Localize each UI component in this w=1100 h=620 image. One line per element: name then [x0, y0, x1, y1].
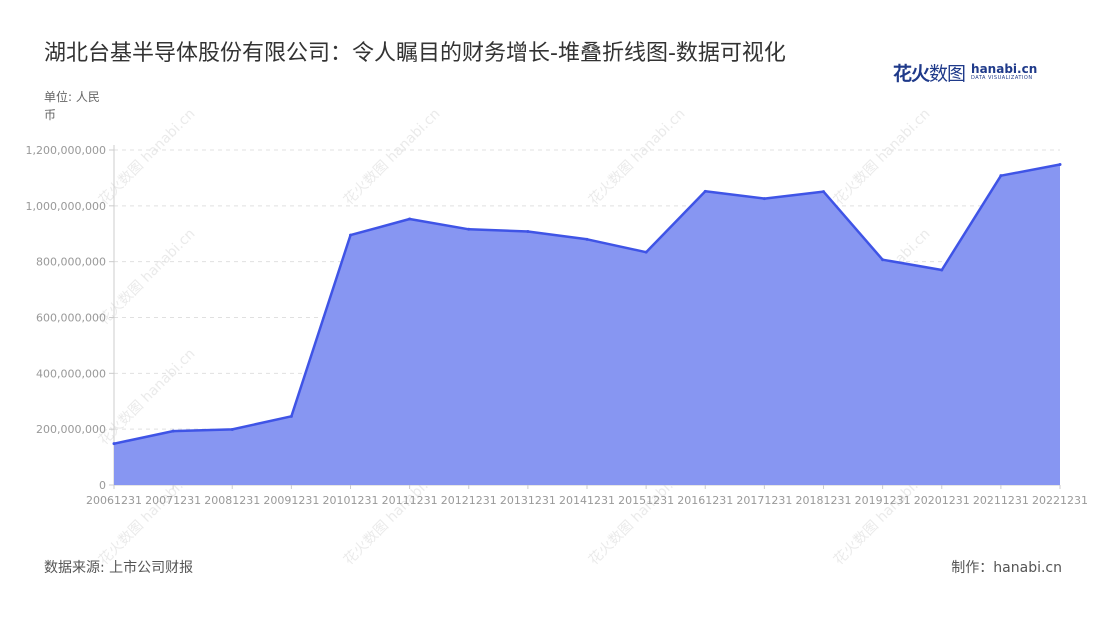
credit: 制作：hanabi.cn [951, 560, 1062, 576]
data-point[interactable] [408, 217, 412, 221]
y-tick-label: 800,000,000 [36, 256, 106, 269]
brand-logo: 花火数图 hanabi.cn DATA VISUALIZATION [893, 60, 1038, 85]
data-point[interactable] [526, 230, 530, 234]
y-tick-label: 1,200,000,000 [26, 144, 106, 157]
y-tick-label: 600,000,000 [36, 312, 106, 325]
x-tick-label: 20161231 [677, 494, 733, 507]
data-point[interactable] [349, 233, 352, 237]
watermark-text: 花火数图 hanabi.cn [586, 106, 689, 209]
watermark-text: 花火数图 hanabi.cn [96, 106, 199, 209]
data-point[interactable] [822, 190, 825, 194]
series-layer [112, 163, 1062, 485]
x-tick-label: 20061231 [86, 494, 142, 507]
x-tick-label: 20111231 [382, 494, 438, 507]
y-tick-label: 1,000,000,000 [26, 200, 106, 213]
watermark-text: 花火数图 hanabi.cn [341, 106, 444, 209]
data-point[interactable] [1058, 163, 1062, 167]
series-area [114, 164, 1060, 485]
x-tick-label: 20101231 [323, 494, 379, 507]
data-point[interactable] [467, 227, 471, 231]
data-point[interactable] [881, 258, 885, 262]
logo-cn: 花火数图 [893, 62, 966, 85]
x-tick-label: 20131231 [500, 494, 556, 507]
y-tick-label: 400,000,000 [36, 367, 106, 380]
chart-title: 湖北台基半导体股份有限公司：令人瞩目的财务增长-堆叠折线图-数据可视化 [44, 41, 786, 66]
data-source: 数据来源: 上市公司财报 [44, 560, 194, 576]
data-point[interactable] [112, 442, 116, 446]
y-axis: 0 200,000,000 400,000,000 600,000,000 800,00… [26, 144, 114, 492]
x-tick-label: 20141231 [559, 494, 615, 507]
x-tick-label: 20121231 [441, 494, 497, 507]
x-axis: 20061231 20071231 20081231 20091231 20101231… [86, 145, 1088, 507]
data-point[interactable] [585, 237, 589, 241]
data-point[interactable] [230, 427, 234, 431]
watermark-text: 花火数图 hanabi.cn [96, 226, 199, 329]
x-tick-label: 20191231 [855, 494, 911, 507]
x-tick-label: 20091231 [263, 494, 319, 507]
x-tick-label: 20071231 [145, 494, 201, 507]
x-tick-label: 20201231 [914, 494, 970, 507]
x-tick-label: 20221231 [1032, 494, 1088, 507]
x-tick-label: 20171231 [736, 494, 792, 507]
data-point[interactable] [171, 429, 175, 433]
y-tick-label: 200,000,000 [36, 423, 106, 436]
unit-label: 单位: 人民币 [44, 90, 100, 122]
data-point[interactable] [703, 189, 707, 193]
data-point[interactable] [940, 268, 944, 272]
data-point[interactable] [289, 414, 293, 418]
x-tick-label: 20211231 [973, 494, 1029, 507]
y-tick-label: 0 [99, 479, 106, 492]
logo-en: hanabi.cn DATA VISUALIZATION [971, 62, 1038, 81]
watermark-text: 花火数图 hanabi.cn [831, 106, 934, 209]
x-tick-label: 20181231 [796, 494, 852, 507]
x-tick-label: 20151231 [618, 494, 674, 507]
data-point[interactable] [999, 174, 1003, 178]
x-tick-label: 20081231 [204, 494, 260, 507]
data-point[interactable] [762, 197, 766, 201]
data-point[interactable] [644, 250, 648, 254]
